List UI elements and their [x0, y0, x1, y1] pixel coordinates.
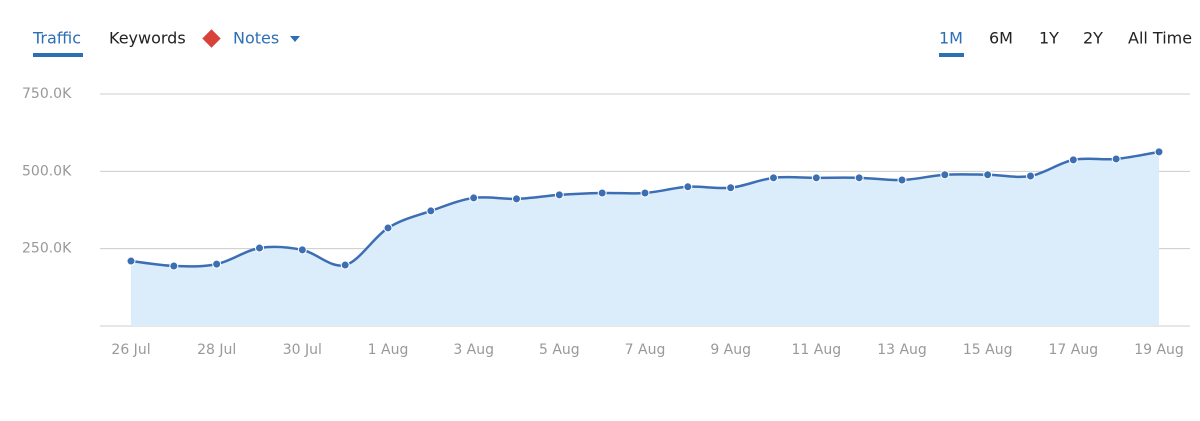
point [340, 260, 350, 270]
y-tick-label: 250.0K [22, 241, 72, 257]
x-tick-label: 9 Aug [710, 342, 751, 358]
point [811, 173, 821, 183]
point [255, 243, 264, 253]
area [131, 151, 1159, 326]
x-tick-label: 17 Aug [1049, 342, 1099, 358]
x-tick-label: 15 Aug [963, 342, 1013, 358]
tab-keywords[interactable]: Keywords [109, 29, 186, 48]
point [1111, 154, 1121, 164]
point [126, 256, 136, 266]
x-tick-label: 5 Aug [539, 342, 580, 358]
x-tick-label: 3 Aug [453, 342, 494, 358]
point [1154, 147, 1164, 157]
point [1068, 155, 1078, 165]
x-tick-label: 30 Jul [283, 342, 322, 358]
x-tick-label: 26 Jul [111, 342, 150, 358]
point [512, 194, 521, 204]
point [683, 182, 693, 192]
active-tab-indicator [33, 53, 83, 57]
tab-notes[interactable]: Notes [233, 29, 279, 48]
x-tick-label: 13 Aug [877, 342, 927, 358]
point [640, 188, 650, 198]
point [426, 206, 436, 216]
point [940, 170, 950, 180]
point [554, 190, 564, 200]
x-tick-label: 7 Aug [625, 342, 666, 358]
active-range-indicator [939, 53, 964, 57]
range-1y[interactable]: 1Y [1039, 29, 1059, 48]
range-all-time[interactable]: All Time [1128, 29, 1192, 48]
notes-icon [202, 29, 221, 48]
tab-traffic[interactable]: Traffic [32, 29, 81, 48]
dropdown-caret[interactable] [290, 36, 300, 42]
x-tick-label: 19 Aug [1134, 342, 1184, 358]
x-tick-label: 1 Aug [368, 342, 409, 358]
range-1m[interactable]: 1M [939, 29, 963, 48]
y-tick-label: 750.0K [22, 86, 72, 102]
point [297, 245, 307, 255]
point [383, 223, 393, 233]
point [769, 173, 778, 183]
x-tick-label: 28 Jul [197, 342, 236, 358]
range-6m[interactable]: 6M [989, 29, 1013, 48]
point [897, 175, 907, 185]
point [212, 259, 222, 269]
point [854, 173, 864, 183]
point [597, 188, 607, 198]
y-tick-label: 500.0K [22, 163, 72, 179]
range-2y[interactable]: 2Y [1083, 29, 1103, 48]
point [469, 193, 479, 203]
point [726, 183, 736, 193]
point [1026, 171, 1035, 181]
point [169, 261, 179, 271]
point [983, 170, 993, 180]
x-tick-label: 11 Aug [792, 342, 842, 358]
